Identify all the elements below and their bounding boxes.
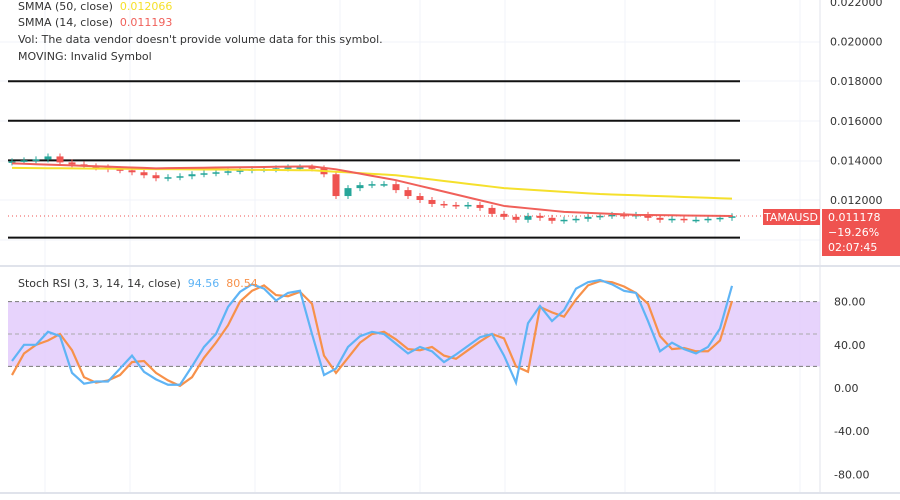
candle-body (668, 218, 676, 221)
smma14-value: 0.011193 (119, 16, 173, 29)
candle-body (584, 216, 592, 219)
candle-body (128, 170, 136, 173)
stoch-d-value: 80.54 (226, 277, 258, 290)
symbol-label: TAMAUSD (763, 211, 818, 224)
candle-body (44, 156, 52, 160)
candle-body (572, 218, 580, 221)
stoch-legend[interactable]: Stoch RSI (3, 3, 14, 14, close) 94.56 80… (18, 277, 258, 290)
horizontal-levels (8, 80, 740, 239)
volume-note: Vol: The data vendor doesn't provide vol… (18, 33, 383, 46)
stoch-tick: 80.00 (834, 296, 866, 309)
stoch-k-line (11, 278, 734, 387)
candle-body (524, 215, 532, 220)
candle-body (536, 215, 544, 218)
candle-body (32, 159, 40, 161)
candle-body (176, 176, 184, 178)
candle-body (296, 167, 304, 169)
candle-body (656, 217, 664, 220)
stoch-rsi-pane (8, 278, 820, 388)
smma50-value: 0.012066 (119, 0, 173, 13)
price-tick: 0.022000 (830, 0, 883, 9)
candle-body (140, 172, 148, 176)
price-tick: 0.020000 (830, 36, 883, 49)
candle-body (356, 185, 364, 189)
stoch-axis[interactable]: 80.00 40.00 0.00 -40.00 -80.00 (834, 296, 869, 482)
stoch-tick: 40.00 (834, 339, 866, 352)
stoch-k-value: 94.56 (187, 277, 220, 290)
candles (8, 153, 736, 224)
candle-body (548, 217, 556, 221)
candle-body (188, 174, 196, 177)
candle-body (680, 218, 688, 221)
stoch-title: Stoch RSI (3, 3, 14, 14, close) (18, 277, 181, 290)
candle-body (68, 162, 76, 165)
price-tick: 0.014000 (830, 154, 883, 167)
candle-body (164, 177, 172, 179)
stoch-d-line (11, 279, 734, 388)
candle-body (560, 219, 568, 222)
candle-body (392, 184, 400, 191)
candle-body (404, 190, 412, 197)
candle-body (224, 171, 232, 173)
candle-body (344, 188, 352, 197)
symbol-label-box (763, 209, 820, 225)
price-label-box (822, 209, 900, 256)
smma14-label: SMMA (14, close) (18, 16, 113, 29)
candle-body (716, 217, 724, 220)
stoch-tick: -40.00 (834, 425, 869, 438)
price-tick: 0.018000 (830, 75, 883, 88)
candle-body (704, 218, 712, 221)
smma50-legend[interactable]: SMMA (50, close) 0.012066 (18, 0, 172, 13)
candle-body (476, 204, 484, 208)
smma14-line (11, 162, 733, 218)
bar-countdown: 02:07:45 (828, 241, 877, 254)
stoch-tick: -80.00 (834, 468, 869, 481)
candle-body (488, 207, 496, 214)
smma14-legend[interactable]: SMMA (14, close) 0.011193 (18, 16, 172, 29)
stoch-tick: 0.00 (834, 382, 859, 395)
candle-body (8, 161, 16, 163)
candle-body (440, 203, 448, 206)
grid (0, 0, 820, 493)
smma50-label: SMMA (50, close) (18, 0, 113, 13)
price-tick: 0.012000 (830, 194, 883, 207)
candle-body (308, 167, 316, 169)
candle-body (500, 213, 508, 217)
candle-body (368, 184, 376, 186)
candle-body (452, 204, 460, 207)
candle-body (380, 184, 388, 186)
candle-body (152, 175, 160, 179)
candle-body (728, 216, 736, 218)
candle-body (332, 174, 340, 197)
candle-body (464, 204, 472, 207)
price-tick: 0.016000 (830, 115, 883, 128)
candle-body (56, 156, 64, 163)
candle-body (200, 173, 208, 175)
moving-note: MOVING: Invalid Symbol (18, 50, 152, 63)
candle-body (116, 169, 124, 171)
candle-body (416, 196, 424, 200)
last-price: 0.011178 (828, 211, 881, 224)
price-axis[interactable]: 0.022000 0.020000 0.018000 0.016000 0.014000… (830, 0, 883, 207)
candle-body (428, 200, 436, 204)
candle-body (20, 160, 28, 162)
candle-body (596, 215, 604, 218)
smma50-line (11, 166, 733, 200)
candle-body (212, 172, 220, 174)
candle-body (512, 216, 520, 220)
candle-body (692, 219, 700, 222)
candle-body (284, 167, 292, 169)
price-change: −19.26% (828, 226, 879, 239)
candle-body (236, 170, 244, 172)
